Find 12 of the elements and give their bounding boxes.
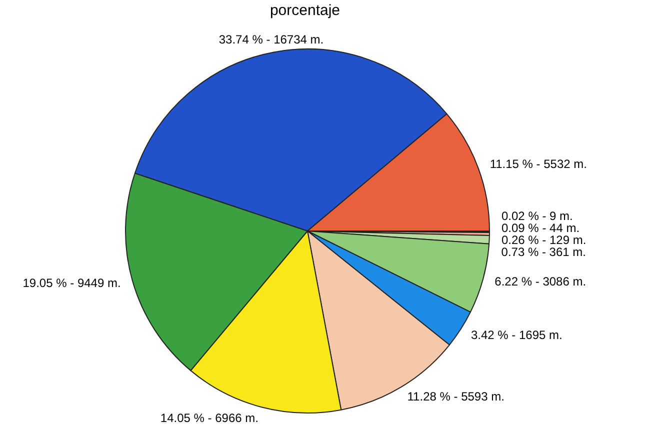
data-label: 3.42 % - 1695 m. xyxy=(470,328,562,342)
data-label: 14.05 % - 6966 m. xyxy=(160,411,258,426)
data-label: 0.26 % - 129 m. xyxy=(501,232,586,247)
data-label: 33.74 % - 16734 m. xyxy=(218,32,324,47)
data-label: 19.05 % - 9449 m. xyxy=(22,276,121,290)
data-label: 6.22 % - 3086 m. xyxy=(494,274,586,288)
data-label: 0.73 % - 361 m. xyxy=(501,244,586,259)
data-label: 0.09 % - 44 m. xyxy=(501,220,580,235)
data-label: 11.15 % - 5532 m. xyxy=(490,157,587,172)
chart-subtitle: porcentaje xyxy=(268,2,342,19)
data-label: 0.02 % - 9 m. xyxy=(502,208,573,223)
data-label: 11.28 % - 5593 m. xyxy=(407,390,504,404)
